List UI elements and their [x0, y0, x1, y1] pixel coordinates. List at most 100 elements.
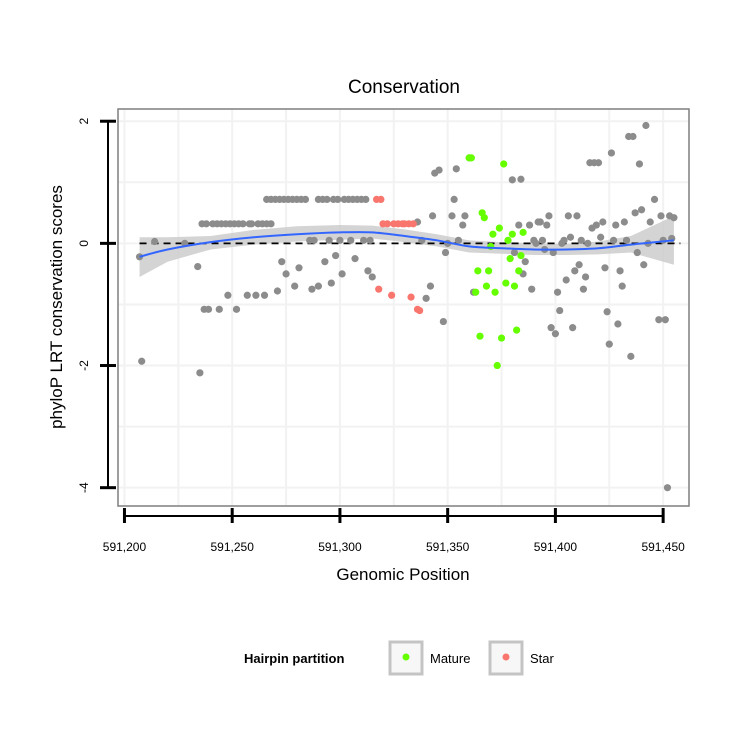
- data-point-other: [291, 282, 299, 290]
- data-point-other: [334, 195, 342, 203]
- data-point-other: [605, 340, 613, 348]
- data-point-other: [323, 195, 331, 203]
- data-point-other: [332, 251, 340, 260]
- data-point-other: [215, 305, 223, 313]
- data-point-other: [642, 121, 650, 130]
- data-point-other: [525, 221, 534, 229]
- data-point-other: [196, 369, 204, 377]
- data-point-star: [409, 220, 417, 228]
- data-point-other: [321, 258, 329, 266]
- data-point-other: [278, 258, 286, 266]
- data-point-other: [575, 261, 583, 269]
- data-point-mature: [474, 267, 482, 275]
- data-point-other: [366, 236, 374, 244]
- legend-label-star: Star: [530, 651, 555, 666]
- data-point-other: [239, 220, 247, 228]
- data-point-other: [627, 352, 635, 360]
- data-point-other: [629, 132, 637, 141]
- data-point-mature: [513, 326, 521, 334]
- x-axis-title: Genomic Position: [336, 565, 469, 584]
- data-point-star: [388, 291, 396, 299]
- data-point-mature: [467, 154, 475, 162]
- data-point-mature: [493, 361, 501, 370]
- data-point-other: [661, 316, 669, 324]
- data-point-mature: [482, 282, 491, 290]
- data-point-other: [327, 279, 335, 287]
- data-point-mature: [476, 332, 484, 340]
- data-point-other: [547, 324, 555, 332]
- data-point-other: [273, 287, 282, 295]
- data-point-other: [635, 160, 644, 168]
- data-point-other: [267, 220, 275, 228]
- data-point-mature: [500, 160, 508, 168]
- data-point-mature: [510, 282, 519, 290]
- data-point-mature: [489, 230, 497, 238]
- legend: Hairpin partition Mature Star: [244, 640, 555, 676]
- data-point-other: [564, 212, 572, 220]
- data-point-mature: [472, 288, 480, 296]
- data-point-star: [416, 306, 424, 315]
- data-point-other: [599, 218, 607, 226]
- legend-title: Hairpin partition: [244, 651, 344, 666]
- data-point-other: [243, 291, 251, 299]
- data-point-star: [375, 285, 383, 293]
- data-point-other: [532, 239, 540, 247]
- data-point-other: [454, 236, 463, 244]
- legend-key-star: [488, 640, 524, 676]
- data-point-other: [295, 264, 303, 272]
- data-point-other: [314, 282, 322, 290]
- grid: [118, 109, 689, 506]
- data-point-other: [362, 195, 370, 203]
- data-point-other: [607, 149, 616, 157]
- data-point-other: [633, 248, 641, 257]
- plot-border: [117, 108, 690, 507]
- data-point-other: [364, 267, 372, 275]
- data-point-other: [592, 221, 600, 229]
- data-point-other: [368, 273, 376, 281]
- data-point-other: [202, 220, 210, 228]
- data-point-other: [510, 248, 519, 257]
- data-point-other: [543, 221, 551, 229]
- data-point-other: [204, 305, 213, 313]
- y-axis-title: phyloP LRT conservation scores: [47, 185, 66, 429]
- legend-label-mature: Mature: [430, 651, 470, 666]
- smooth-curve: [139, 231, 675, 258]
- data-point-other: [135, 253, 144, 261]
- x-tick-label: 591,250: [211, 540, 255, 554]
- data-point-other: [310, 236, 318, 244]
- y-tick-label: -4: [77, 482, 91, 493]
- data-point-other: [450, 195, 458, 203]
- data-point-star: [407, 293, 415, 301]
- data-point-mature: [502, 279, 510, 287]
- data-point-other: [556, 306, 564, 315]
- data-point-mature: [485, 267, 493, 275]
- data-point-star: [383, 220, 391, 228]
- x-tick-label: 591,200: [103, 540, 147, 554]
- x-axis: 591,200 591,250 591,300 591,350 591,400 591,4…: [103, 508, 685, 554]
- data-point-other: [247, 220, 256, 228]
- data-point-other: [252, 291, 260, 299]
- data-point-other: [301, 195, 310, 203]
- data-point-other: [325, 236, 333, 244]
- data-point-other: [612, 221, 620, 229]
- data-point-mature: [504, 236, 512, 244]
- data-point-other: [609, 236, 618, 244]
- data-point-other: [347, 236, 355, 244]
- data-point-other: [435, 166, 443, 174]
- data-point-other: [549, 248, 557, 257]
- data-point-other: [616, 267, 624, 275]
- data-point-other: [637, 206, 646, 214]
- data-point-other: [422, 294, 430, 302]
- data-point-mature: [517, 251, 525, 260]
- data-point-other: [360, 236, 368, 244]
- data-point-other: [461, 212, 469, 220]
- data-point-other: [655, 316, 663, 324]
- data-point-other: [260, 291, 269, 299]
- legend-dot-mature: [402, 653, 410, 661]
- data-point-other: [650, 195, 659, 203]
- smooth-curve-group: [139, 231, 675, 258]
- data-point-other: [426, 282, 435, 290]
- data-point-other: [663, 484, 672, 492]
